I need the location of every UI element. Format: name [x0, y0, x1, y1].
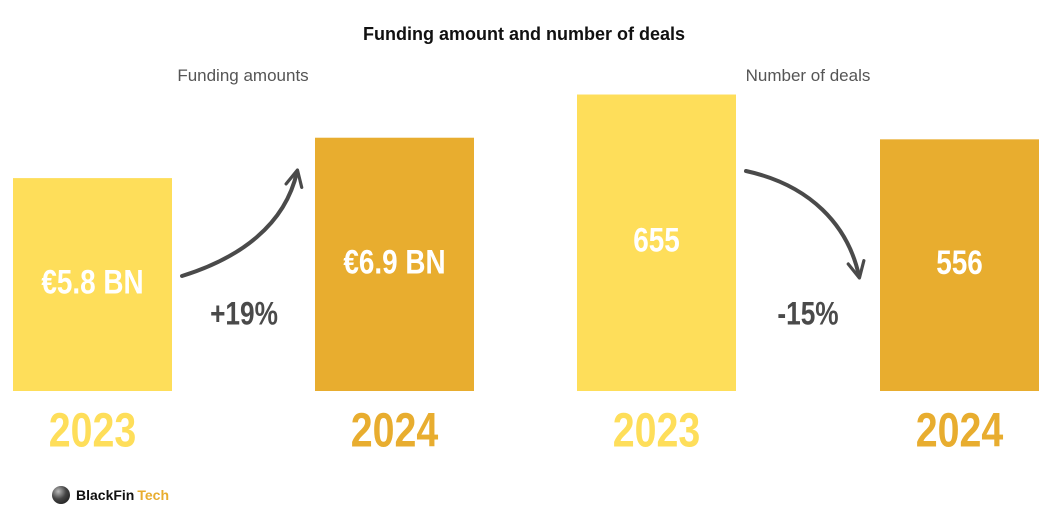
logo-text: BlackFin Tech: [76, 487, 169, 503]
funding-change-label: +19%: [210, 297, 278, 332]
data-label-funding-2023: €5.8 BN: [41, 263, 143, 301]
bar-2023-funding: [13, 178, 172, 391]
data-label-deals-2024: 556: [936, 244, 983, 282]
bar-2024-deals: [880, 139, 1039, 391]
year-label-deals-2023: 2023: [613, 404, 701, 458]
year-label-deals-2024: 2024: [916, 404, 1004, 458]
deals-change-label: -15%: [777, 297, 838, 332]
logo-name: BlackFin: [76, 487, 135, 503]
data-label-deals-2023: 655: [633, 221, 680, 259]
deals-panel-title: Number of deals: [745, 66, 871, 85]
data-label-funding-2024: €6.9 BN: [343, 243, 445, 281]
year-label-funding-2024: 2024: [351, 404, 439, 458]
logo-accent: Tech: [137, 487, 169, 503]
blackfin-logo-icon: [52, 486, 70, 504]
logo: BlackFin Tech: [52, 484, 169, 506]
trend-up-arrow-icon: [180, 168, 304, 278]
chart-title: Funding amount and number of deals: [363, 24, 685, 44]
trend-down-arrow-icon: [744, 169, 866, 280]
bar-2024-funding: [315, 137, 474, 391]
funding-panel-title: Funding amounts: [177, 66, 309, 85]
bar-2023-deals: [577, 94, 736, 392]
year-label-funding-2023: 2023: [49, 404, 137, 458]
